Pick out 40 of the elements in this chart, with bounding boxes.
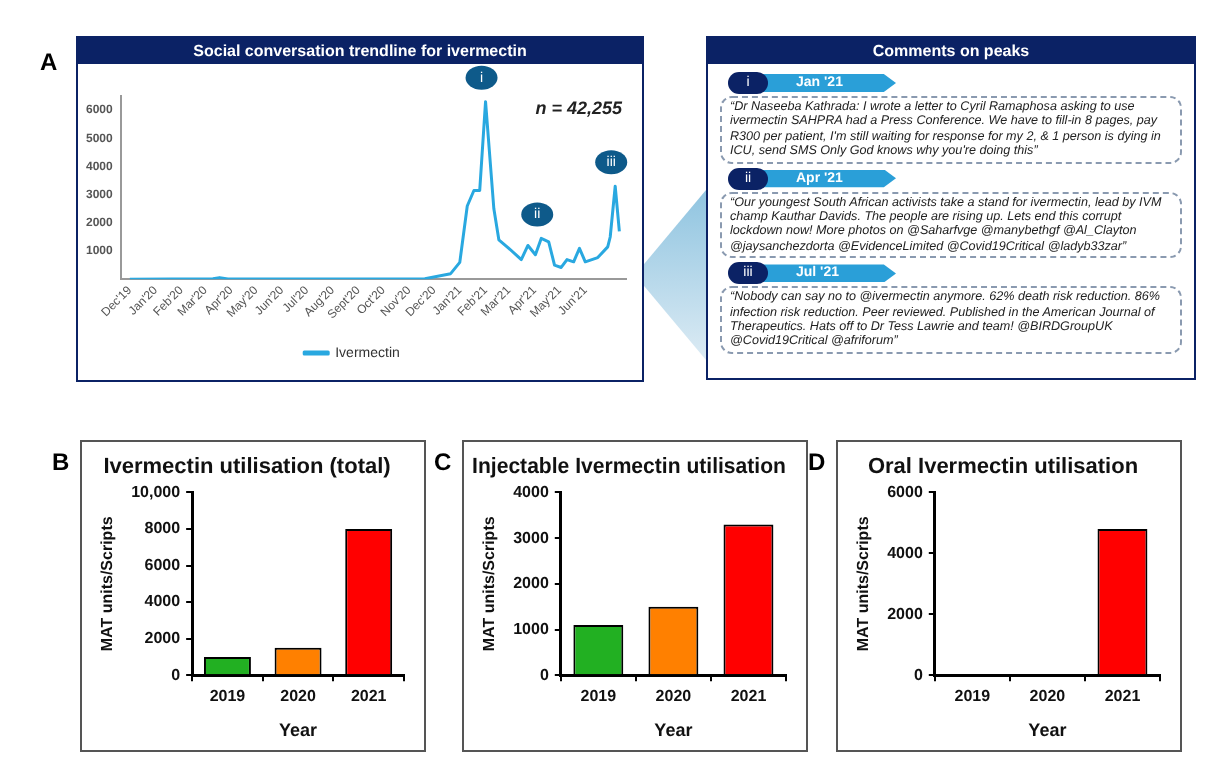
y-tick-label: 0 bbox=[539, 665, 550, 684]
y-tick-label: 4000 bbox=[887, 543, 924, 562]
text: C bbox=[434, 446, 454, 480]
y-tick-label: 6000 bbox=[144, 555, 182, 574]
x-tick-label: 2019 bbox=[580, 687, 618, 706]
y-tick-label: 2000 bbox=[513, 574, 550, 593]
x-tick-label: 2019 bbox=[209, 687, 247, 706]
y-tick-label: 3000 bbox=[513, 528, 550, 547]
y-axis-title: MAT units/Scripts bbox=[98, 515, 117, 652]
y-tick-label: 0 bbox=[913, 665, 924, 684]
y-tick-label: 2000 bbox=[887, 604, 924, 623]
y-tick-label: 8000 bbox=[144, 519, 182, 538]
y-tick-label: 0 bbox=[171, 665, 182, 684]
x-tick-label: 2020 bbox=[280, 687, 317, 706]
chart-title: Ivermectin utilisation (total) bbox=[103, 455, 392, 480]
chart-title: Injectable Ivermectin utilisation bbox=[472, 454, 786, 480]
y-tick-label: 6000 bbox=[887, 482, 924, 501]
x-axis-title: Year bbox=[1028, 720, 1068, 741]
text: B bbox=[52, 446, 72, 480]
text: Comments on peaks bbox=[708, 38, 1194, 64]
x-axis-title: Year bbox=[279, 720, 319, 741]
x-tick-label: 2020 bbox=[655, 687, 693, 706]
x-tick-label: 2019 bbox=[954, 687, 992, 706]
chart-title: Oral Ivermectin utilisation bbox=[867, 455, 1139, 480]
x-tick-label: 2021 bbox=[730, 687, 768, 706]
y-tick-label: 4000 bbox=[144, 592, 182, 611]
annotation: n = 42,255 bbox=[535, 97, 624, 118]
x-axis-title: Year bbox=[654, 720, 694, 741]
x-tick-label: 2021 bbox=[350, 687, 388, 706]
x-tick-label: 2021 bbox=[1104, 687, 1142, 706]
text: D bbox=[808, 446, 828, 480]
y-tick-label: 10,000 bbox=[131, 482, 182, 501]
y-tick-label: 2000 bbox=[144, 629, 182, 648]
chart-title: Social conversation trendline for ivermectin bbox=[78, 38, 642, 64]
y-tick-label: 1000 bbox=[513, 619, 550, 638]
y-axis-title: MAT units/Scripts bbox=[854, 515, 873, 652]
y-axis-title: MAT units/Scripts bbox=[480, 515, 499, 652]
x-tick-label: 2020 bbox=[1029, 687, 1067, 706]
text: A bbox=[40, 46, 60, 80]
y-tick-label: 4000 bbox=[513, 482, 550, 501]
